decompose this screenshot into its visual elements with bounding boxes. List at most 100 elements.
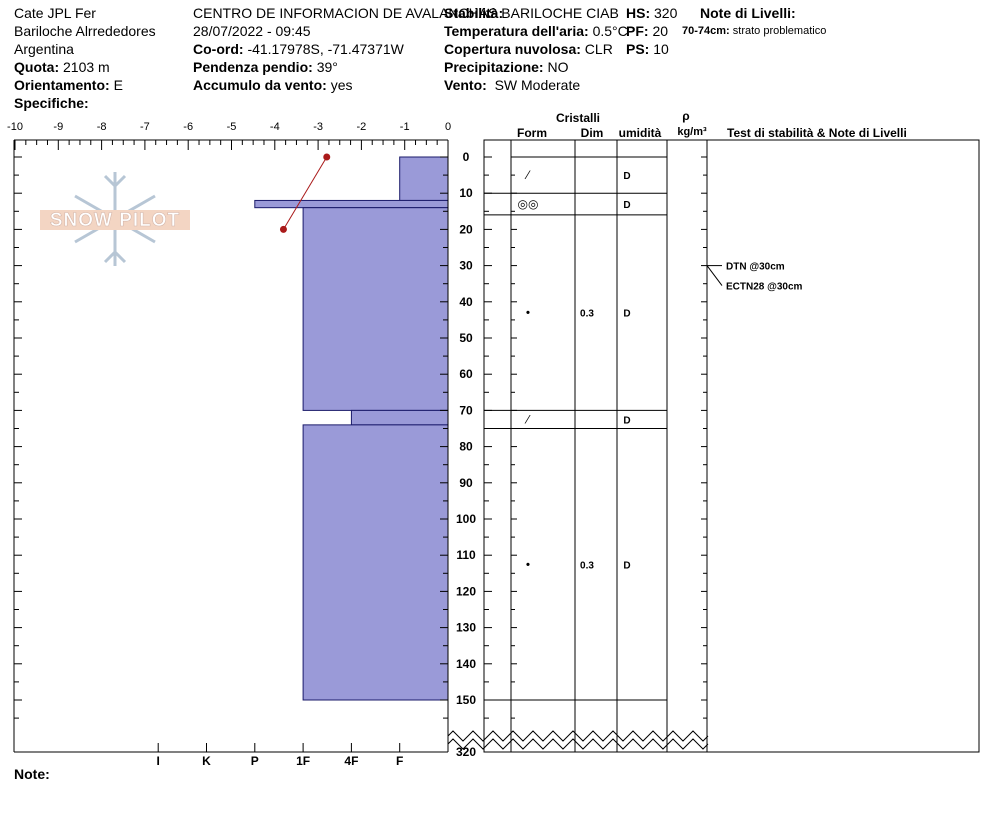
top-axis-tick-label: -9 [53,121,63,133]
depth-axis: 0 10 20 30 40 50 60 70 80 90 100 110 120 130 140 150 320 [14,150,707,759]
layer-rows: ⁄ D ◎◎ D • 0.3 D ⁄ D • 0.3 D [484,156,667,701]
ps-value: 10 [653,41,669,57]
header-col3: Stabilità: Temperatura dell'aria: 0.5°C … [444,4,628,94]
temperature-point [323,153,331,161]
hs-label: HS: [626,5,651,21]
stability-tests: DTN @30cm ECTN28 @30cm [706,262,803,293]
snowpilot-logo: SNOW PILOT [40,172,190,266]
depth-break-zigzag [447,730,709,742]
windload-label: Accumulo da vento: [193,77,327,93]
stability-test-label: DTN @30cm [726,262,785,273]
layer-moisture: D [623,560,630,571]
hardness-axis-label: F [396,754,403,768]
hardness-profile [254,140,449,752]
hardness-bar [302,424,449,701]
layer-note-range: 70-74cm: [682,25,730,37]
hardness-bar [302,207,449,411]
hardness-axis-label: 1F [296,754,310,768]
organization-name: CENTRO DE INFORMACION DE AVALANCHAS BARI… [193,5,619,21]
top-axis-tick-label: -2 [357,121,367,133]
layer-form-symbol: ⁄ [524,412,531,426]
elevation-label: Quota: [14,59,60,75]
top-axis: -10 -9 -8 -7 -6 -5 -4 -3 -2 -1 0 [7,121,451,150]
elevation-row: Quota: 2103 m [14,58,156,76]
windload-row: Accumulo da vento: yes [193,76,619,94]
top-axis-tick-label: -10 [7,121,23,133]
depth-axis-label: 40 [459,295,473,309]
layers-table-frame [483,139,980,753]
layer-notes-title: Note di Livelli: [700,5,796,21]
slope-value: 39° [316,59,338,75]
layer-form-symbol: ◎◎ [518,197,539,211]
header-col1: Cate JPL Fer Bariloche Alrrededores Arge… [14,4,156,112]
top-axis-tick-label: -3 [313,121,323,133]
hardness-axis-label: I [157,754,160,768]
coord-label: Co-ord: [193,41,244,57]
top-axis-tick-label: 0 [445,121,451,133]
top-axis-tick-label: -4 [270,121,280,133]
wind-row: Vento: SW Moderate [444,76,628,94]
coord-row: Co-ord: -41.17978S, -71.47371W [193,40,619,58]
precip-label: Precipitazione: [444,59,544,75]
layer-form-symbol: • [526,557,530,571]
layer-moisture: D [623,309,630,320]
depth-axis-label: 20 [459,222,473,236]
aspect-label: Orientamento: [14,77,110,93]
layer-size: 0.3 [580,560,594,571]
depth-axis-label: 30 [459,259,473,273]
depth-axis-label: 50 [459,331,473,345]
depth-axis-label: 10 [459,186,473,200]
aspect-row: Orientamento: E [14,76,156,94]
observer-name: Cate JPL Fer [14,5,96,21]
hardness-bar [399,156,449,201]
airtemp-label: Temperatura dell'aria: [444,23,589,39]
layer-moisture: D [623,415,630,426]
stability-test-leader [706,265,723,286]
observation-datetime: 28/07/2022 - 09:45 [193,23,311,39]
top-axis-tick-label: -5 [227,121,237,133]
layer-moisture: D [623,200,630,211]
pf-label: PF: [626,23,649,39]
hs-row: HS: 320 [626,4,677,22]
note-label: Note: [14,766,50,782]
snowpilot-logo-text: SNOW PILOT [50,210,180,231]
precip-value: NO [547,59,569,75]
ps-row: PS: 10 [626,40,677,58]
cloud-value: CLR [584,41,613,57]
layer-form-symbol: ⁄ [524,168,531,182]
ps-label: PS: [626,41,650,57]
temperature-point [279,225,287,233]
header-rho: ρ [682,109,689,123]
layer-size: 0.3 [580,309,594,320]
wind-label: Vento: [444,77,487,93]
depth-axis-label: 110 [456,548,476,562]
header-crystals: Cristalli [556,111,600,125]
country-name: Argentina [14,41,74,57]
stability-test-label: ECTN28 @30cm [726,282,803,293]
airtemp-row: Temperatura dell'aria: 0.5°C [444,22,628,40]
cloud-row: Copertura nuvolosa: CLR [444,40,628,58]
aspect-value: E [113,77,123,93]
layer-notes-title-text: Note di Livelli [700,5,792,21]
layer-form-symbol: • [526,306,530,320]
depth-axis-label: 70 [459,403,473,417]
wind-value: SW Moderate [494,77,581,93]
stability-label: Stabilità: [444,5,504,21]
top-axis-tick-label: -6 [183,121,193,133]
layer-moisture: D [623,171,630,182]
depth-axis-label: 100 [456,512,476,526]
depth-axis-label: 130 [456,621,476,635]
top-axis-tick-label: -7 [140,121,150,133]
slope-label: Pendenza pendio: [193,59,313,75]
header-form: Form [517,126,547,140]
depth-axis-label: 150 [456,693,476,707]
slope-row: Pendenza pendio: 39° [193,58,619,76]
specifics-label: Specifiche: [14,95,89,111]
temperature-profile [279,153,331,233]
airtemp-value: 0.5°C [592,23,628,39]
depth-axis-label: 140 [456,657,476,671]
top-axis-tick-label: -8 [97,121,107,133]
elevation-value: 2103 m [63,59,110,75]
hardness-bar [254,199,449,209]
header-dim: Dim [581,126,604,140]
